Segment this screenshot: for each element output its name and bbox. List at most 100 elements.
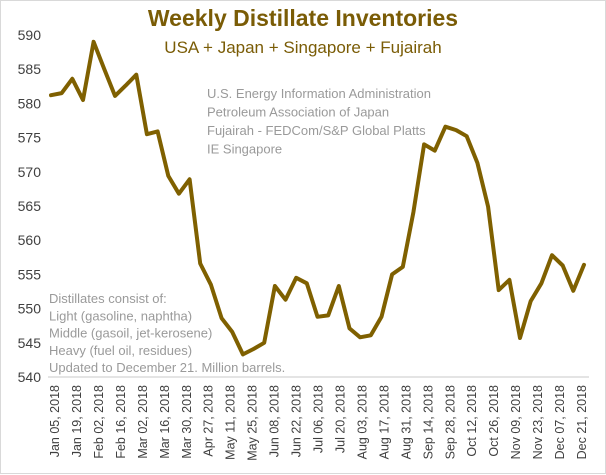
- data-point: [199, 263, 201, 264]
- data-point: [274, 285, 276, 287]
- data-point: [476, 162, 478, 164]
- y-tick-label: 575: [18, 130, 42, 146]
- source-line: IE Singapore: [207, 142, 282, 157]
- distillates-note: Distillates consist of: Light (gasoline, …: [49, 291, 285, 375]
- x-tick-label: Mar 16, 2018: [158, 385, 172, 459]
- y-tick-label: 540: [18, 369, 42, 385]
- data-point: [295, 277, 297, 279]
- data-point: [498, 289, 500, 291]
- x-tick-label: May 11, 2018: [224, 385, 238, 460]
- data-point: [434, 150, 436, 152]
- series-group: [49, 39, 586, 357]
- data-point: [71, 78, 73, 80]
- y-tick-label: 565: [18, 198, 42, 214]
- x-tick-label: Sep 14, 2018: [421, 385, 435, 459]
- data-point: [540, 282, 542, 284]
- data-point: [125, 85, 127, 87]
- data-point: [519, 337, 521, 339]
- y-tick-label: 545: [18, 335, 42, 351]
- data-point: [285, 299, 286, 301]
- data-point: [423, 143, 425, 145]
- y-tick-label: 590: [18, 27, 42, 43]
- data-point: [412, 211, 414, 213]
- data-point: [402, 266, 404, 268]
- data-point: [210, 284, 212, 286]
- data-point: [455, 129, 457, 131]
- note-line: Updated to December 21. Million barrels.: [49, 360, 285, 375]
- data-point: [50, 94, 52, 96]
- x-tick-label: Jul 20, 2018: [333, 385, 347, 453]
- y-tick-label: 585: [18, 61, 42, 77]
- data-point: [487, 206, 489, 208]
- x-tick-label: Jun 08, 2018: [268, 385, 282, 457]
- x-tick-label: Feb 16, 2018: [114, 385, 128, 459]
- data-point: [231, 331, 233, 333]
- note-line: Distillates consist of:: [49, 291, 167, 306]
- data-point: [135, 74, 137, 76]
- data-point: [551, 254, 553, 256]
- data-point: [82, 99, 84, 101]
- source-line: Fujairah - FEDCom/S&P Global Platts: [207, 123, 426, 138]
- x-tick-label: Aug 03, 2018: [355, 385, 369, 459]
- y-tick-label: 550: [18, 301, 42, 317]
- data-point: [263, 342, 265, 344]
- sources-annotation: U.S. Energy Information Administration Pe…: [207, 86, 431, 157]
- x-tick-label: Oct 12, 2018: [465, 385, 479, 457]
- source-line: Petroleum Association of Japan: [207, 105, 389, 120]
- data-point: [359, 336, 361, 338]
- x-tick-label: May 25, 2018: [246, 385, 260, 461]
- data-point: [370, 334, 372, 336]
- x-tick-label: Aug 17, 2018: [377, 385, 391, 459]
- note-line: Middle (gasoil, jet-kerosene): [49, 326, 212, 341]
- data-point: [114, 95, 116, 97]
- data-point: [103, 68, 105, 70]
- data-point: [444, 126, 446, 128]
- data-point: [178, 193, 180, 195]
- data-point: [253, 348, 254, 350]
- data-point: [93, 41, 95, 43]
- x-tick-label: Jan 05, 2018: [48, 385, 62, 457]
- note-line: Light (gasoline, naphtha): [49, 308, 192, 323]
- y-tick-label: 580: [18, 95, 42, 111]
- x-tick-label: Dec 21, 2018: [575, 385, 589, 459]
- x-tick-label: Nov 23, 2018: [531, 385, 545, 459]
- chart-subtitle: USA + Japan + Singapore + Fujairah: [164, 38, 442, 57]
- source-line: U.S. Energy Information Administration: [207, 86, 431, 101]
- x-tick-label: Aug 31, 2018: [399, 385, 413, 459]
- data-point: [167, 175, 169, 177]
- data-point: [242, 353, 244, 355]
- data-point: [338, 285, 340, 287]
- x-tick-label: Dec 07, 2018: [553, 385, 567, 459]
- data-point: [349, 327, 350, 329]
- x-tick-label: Sep 28, 2018: [443, 385, 457, 459]
- data-point: [327, 314, 329, 316]
- data-point: [189, 178, 191, 180]
- x-tick-label: Mar 30, 2018: [180, 385, 194, 459]
- x-tick-label: Jul 06, 2018: [312, 385, 326, 453]
- x-tick-label: Oct 26, 2018: [487, 385, 501, 457]
- data-point: [381, 316, 382, 318]
- data-point: [562, 265, 564, 266]
- x-tick-label: Nov 09, 2018: [509, 385, 523, 459]
- data-point: [146, 133, 148, 135]
- data-point: [508, 279, 510, 281]
- x-tick-label: Apr 27, 2018: [202, 385, 216, 457]
- x-tick-label: Jun 22, 2018: [290, 385, 304, 457]
- x-tick-label: Mar 02, 2018: [136, 385, 150, 459]
- chart-title: Weekly Distillate Inventories: [147, 5, 459, 31]
- data-point: [530, 300, 532, 302]
- y-tick-label: 560: [18, 232, 42, 248]
- x-axis-ticks: Jan 05, 2018 Jan 19, 2018 Feb 02, 2018 Feb …: [48, 385, 589, 461]
- data-point: [306, 282, 308, 284]
- data-point: [572, 290, 574, 292]
- note-line: Heavy (fuel oil, residues): [49, 343, 192, 358]
- data-point: [317, 316, 318, 318]
- data-point: [466, 135, 468, 137]
- data-point: [583, 264, 585, 266]
- y-axis-ticks: 540 545 550 555 560 565 570 575 580 585 590: [18, 27, 42, 385]
- data-point: [61, 92, 63, 94]
- y-tick-label: 570: [18, 164, 42, 180]
- x-tick-label: Feb 02, 2018: [92, 385, 106, 459]
